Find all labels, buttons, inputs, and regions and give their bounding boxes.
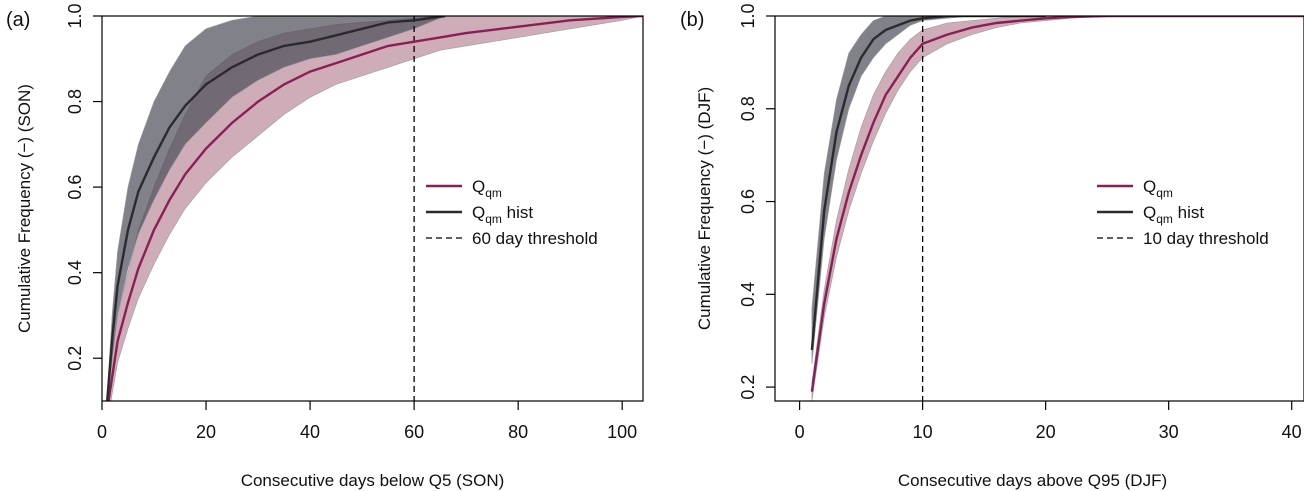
confidence-band-hist — [811, 16, 1046, 364]
legend-label-qqm: Qqm — [1143, 177, 1173, 200]
legend-label-hist: Qqm hist — [472, 203, 533, 226]
panel-label-a: (a) — [6, 9, 30, 31]
y-tick-label: 0.4 — [738, 282, 758, 307]
plot-area-b: 0 10 20 30 40 0.2 0.4 0.6 0.8 1.0 Consecutive days… — [695, 3, 1304, 490]
series-line-hist — [810, 16, 1046, 351]
x-axis-title: Consecutive days below Q5 (SON) — [241, 471, 505, 490]
y-tick-label: 1.0 — [65, 3, 85, 28]
y-tick-label: 0.2 — [738, 375, 758, 400]
y-tick-label: 0.4 — [65, 260, 85, 285]
legend: Qqm Qqm hist 60 day threshold — [426, 177, 598, 248]
x-tick-label: 20 — [196, 422, 216, 442]
confidence-band-qqm — [811, 16, 1304, 401]
plot-content — [106, 16, 643, 401]
confidence-band-hist — [106, 16, 446, 401]
legend-label-threshold: 60 day threshold — [472, 229, 598, 248]
plot-area-a: 0 20 40 60 80 100 0.2 0.4 0.6 0.8 1.0 Consecutive d… — [15, 3, 644, 490]
y-axis-title: Cumulative Frequency (−) (SON) — [15, 84, 34, 333]
y-axis-title: Cumulative Frequency (−) (DJF) — [695, 87, 714, 330]
x-tick-label: 60 — [404, 422, 424, 442]
x-tick-label: 30 — [1159, 422, 1179, 442]
x-tick-label: 100 — [607, 422, 637, 442]
y-tick-label: 0.8 — [738, 96, 758, 121]
x-axis-title: Consecutive days above Q95 (DJF) — [898, 471, 1167, 490]
series-line-hist — [106, 16, 446, 401]
y-tick-label: 1.0 — [738, 3, 758, 28]
legend-label-qqm: Qqm — [472, 177, 502, 200]
series-line-qqm — [810, 16, 1304, 392]
panel-b: (b) 0 10 20 30 40 0.2 0.4 0.6 0.8 1.0 Consecutive … — [680, 3, 1304, 490]
x-tick-label: 40 — [300, 422, 320, 442]
x-tick-label: 10 — [913, 422, 933, 442]
panel-a: (a) 0 20 40 60 80 100 0.2 0.4 0.6 0.8 1.0 Consecuti… — [6, 3, 644, 490]
legend-label-hist: Qqm hist — [1143, 203, 1204, 226]
plot-frame — [101, 15, 644, 402]
x-tick-label: 0 — [97, 422, 107, 442]
legend: Qqm Qqm hist 10 day threshold — [1097, 177, 1269, 248]
panel-label-b: (b) — [680, 9, 704, 31]
plot-content — [810, 16, 1304, 401]
x-tick-label: 20 — [1036, 422, 1056, 442]
x-tick-label: 80 — [508, 422, 528, 442]
y-tick-label: 0.2 — [65, 346, 85, 371]
x-tick-label: 40 — [1282, 422, 1302, 442]
x-tick-label: 0 — [795, 422, 805, 442]
y-tick-label: 0.8 — [65, 89, 85, 114]
y-tick-label: 0.6 — [65, 175, 85, 200]
legend-label-threshold: 10 day threshold — [1143, 229, 1269, 248]
y-tick-label: 0.6 — [738, 189, 758, 214]
plot-frame — [774, 15, 1304, 402]
series-line-qqm — [107, 16, 643, 401]
